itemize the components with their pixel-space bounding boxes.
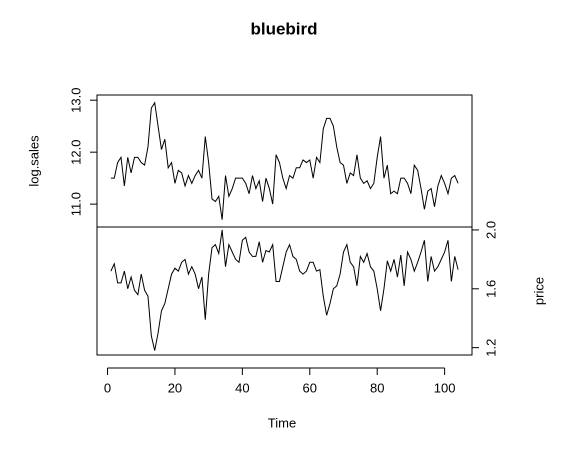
x-tick-label: 60 <box>303 380 317 395</box>
y-tick-label: 12.0 <box>68 140 83 165</box>
y-tick-label: 1.2 <box>483 339 498 357</box>
x-tick-label: 100 <box>434 380 456 395</box>
series-line <box>110 101 459 220</box>
y-tick-label: 11.0 <box>68 192 83 216</box>
y-tick-label: 1.6 <box>483 280 498 298</box>
y-axis-label: price <box>531 277 546 305</box>
x-tick-label: 40 <box>235 380 249 395</box>
panel-frame <box>96 226 473 356</box>
x-tick-label: 20 <box>168 380 182 395</box>
y-tick-label: 13.0 <box>68 88 83 113</box>
x-tick-label: 80 <box>370 380 384 395</box>
chart-title: bluebird <box>250 19 317 38</box>
series-line <box>110 229 459 351</box>
y-axis-label: log.sales <box>26 135 41 187</box>
panel-frame <box>96 94 473 228</box>
x-tick-label: 0 <box>104 380 111 395</box>
y-tick-label: 2.0 <box>483 221 498 239</box>
x-axis-label: Time <box>268 415 296 430</box>
